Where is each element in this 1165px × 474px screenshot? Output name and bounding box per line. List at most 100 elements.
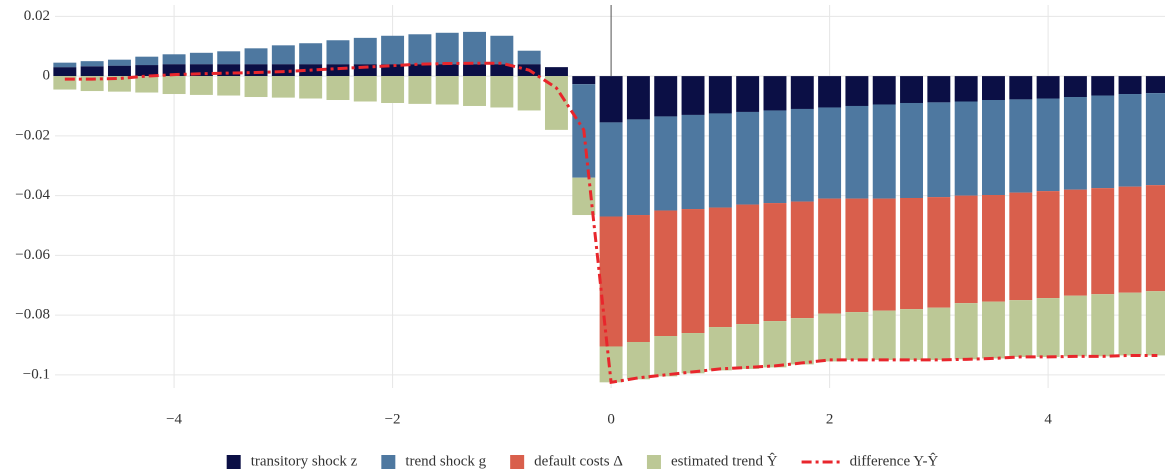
bar — [162, 54, 186, 65]
bar — [1145, 76, 1165, 94]
bar — [1063, 189, 1087, 296]
bar — [1091, 95, 1115, 189]
legend-item: default costs Δ — [510, 453, 623, 469]
legend-swatch — [510, 455, 525, 469]
bar — [1063, 97, 1087, 190]
bar — [872, 198, 896, 311]
bar — [1063, 295, 1087, 357]
bar — [299, 76, 323, 99]
bar — [463, 76, 486, 106]
bar — [271, 45, 295, 65]
y-tick-label: −0.08 — [15, 307, 50, 323]
bar — [654, 76, 678, 117]
bar — [1036, 76, 1060, 99]
y-tick-label: −0.1 — [23, 366, 50, 382]
legend-swatch — [646, 455, 661, 469]
y-tick-label: −0.06 — [15, 247, 50, 263]
bar — [1118, 94, 1142, 187]
bar — [818, 76, 842, 108]
bar — [708, 113, 732, 208]
bar — [572, 76, 596, 85]
bar — [408, 76, 432, 104]
bar — [572, 177, 596, 216]
bar — [135, 56, 159, 66]
bar — [435, 76, 459, 105]
bar — [1091, 294, 1115, 357]
bar — [381, 76, 405, 103]
x-tick-label: −4 — [166, 411, 182, 427]
bar — [517, 50, 541, 65]
bar — [463, 64, 486, 77]
legend-item: difference Y-Ŷ — [801, 452, 938, 469]
bar — [1009, 300, 1033, 357]
bar — [517, 76, 541, 111]
bar — [681, 114, 705, 210]
bar — [654, 210, 678, 337]
bar — [544, 76, 568, 130]
bar — [954, 101, 978, 196]
legend: transitory shock z trend shock g default c… — [226, 452, 938, 469]
bar — [736, 111, 760, 205]
bar — [353, 64, 377, 77]
bar — [927, 102, 951, 198]
bar — [954, 76, 978, 102]
bar — [790, 201, 814, 319]
bar — [1009, 192, 1033, 301]
bar — [1036, 191, 1060, 299]
bar — [736, 324, 760, 369]
bar — [107, 59, 131, 66]
bar — [1145, 291, 1165, 356]
y-tick-label: −0.02 — [15, 127, 50, 143]
bar — [708, 327, 732, 371]
bar — [872, 310, 896, 360]
x-tick-label: 0 — [607, 411, 615, 427]
bar — [435, 32, 459, 65]
bar — [1009, 76, 1033, 100]
bar — [381, 64, 405, 77]
bar — [435, 64, 459, 77]
bar — [217, 51, 241, 65]
bar — [599, 216, 623, 347]
bar — [818, 107, 842, 199]
bar — [681, 209, 705, 334]
bar — [217, 76, 241, 96]
bar — [299, 43, 323, 65]
legend-label: trend shock g — [405, 453, 486, 469]
bar — [1145, 185, 1165, 292]
legend-item: estimated trend Ŷ — [646, 452, 778, 469]
bar — [927, 307, 951, 360]
y-tick-label: −0.04 — [15, 187, 50, 203]
bar — [927, 76, 951, 103]
bar — [982, 301, 1005, 359]
bar — [1091, 76, 1115, 96]
bar — [818, 198, 842, 314]
bar — [1036, 98, 1060, 192]
bar — [736, 76, 760, 112]
bar — [681, 333, 705, 374]
bar — [189, 76, 213, 95]
bar — [763, 203, 787, 322]
bar — [244, 76, 268, 98]
bar — [53, 67, 77, 77]
bar — [490, 64, 514, 77]
bar — [408, 34, 432, 65]
bar — [353, 37, 377, 65]
bar — [463, 31, 486, 65]
bar — [654, 116, 678, 211]
bar — [845, 198, 869, 313]
x-tick-label: −2 — [385, 411, 401, 427]
bar — [53, 62, 77, 68]
bar — [872, 104, 896, 199]
bar — [845, 312, 869, 360]
bar — [790, 318, 814, 365]
bar — [599, 122, 623, 217]
x-tick-label: 4 — [1044, 411, 1052, 427]
bar — [626, 119, 650, 216]
bar — [217, 64, 241, 77]
bar — [708, 76, 732, 114]
bar — [900, 102, 924, 198]
bar — [408, 64, 432, 77]
bar — [381, 35, 405, 65]
bar — [162, 76, 186, 95]
